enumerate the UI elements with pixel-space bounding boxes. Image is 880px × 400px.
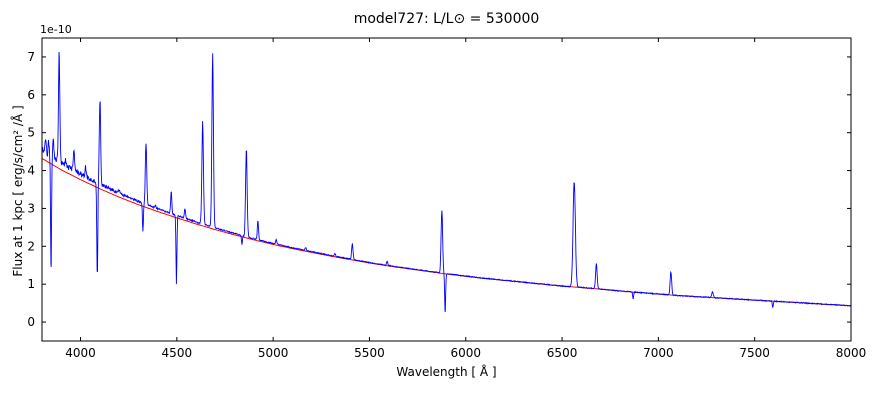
chart-title: model727: L/L⊙ = 530000 xyxy=(353,11,540,27)
axes-frame xyxy=(41,37,852,342)
x-tick-label: 8000 xyxy=(836,346,867,360)
y-tick-label: 5 xyxy=(27,126,35,140)
continuum-line xyxy=(41,157,852,307)
y-tick-label: 3 xyxy=(27,201,35,215)
y-tick-label: 7 xyxy=(27,50,35,64)
y-tick-label: 1 xyxy=(27,277,35,291)
x-tick-label: 7500 xyxy=(739,346,770,360)
x-tick-label: 6000 xyxy=(450,346,481,360)
x-tick-label: 4000 xyxy=(65,346,96,360)
spectrum-line xyxy=(41,51,852,313)
y-tick-label: 6 xyxy=(27,88,35,102)
y-tick-label: 2 xyxy=(27,239,35,253)
x-tick-label: 5500 xyxy=(354,346,385,360)
x-tick-label: 7000 xyxy=(643,346,674,360)
y-tick-label: 0 xyxy=(27,315,35,329)
x-axis-label: Wavelength [ Å ] xyxy=(396,365,497,379)
x-tick-label: 4500 xyxy=(162,346,193,360)
y-axis-offset-label: 1e-10 xyxy=(40,23,72,36)
x-tick-label: 6500 xyxy=(547,346,578,360)
x-tick-label: 5000 xyxy=(258,346,289,360)
y-tick-label: 4 xyxy=(27,164,35,178)
